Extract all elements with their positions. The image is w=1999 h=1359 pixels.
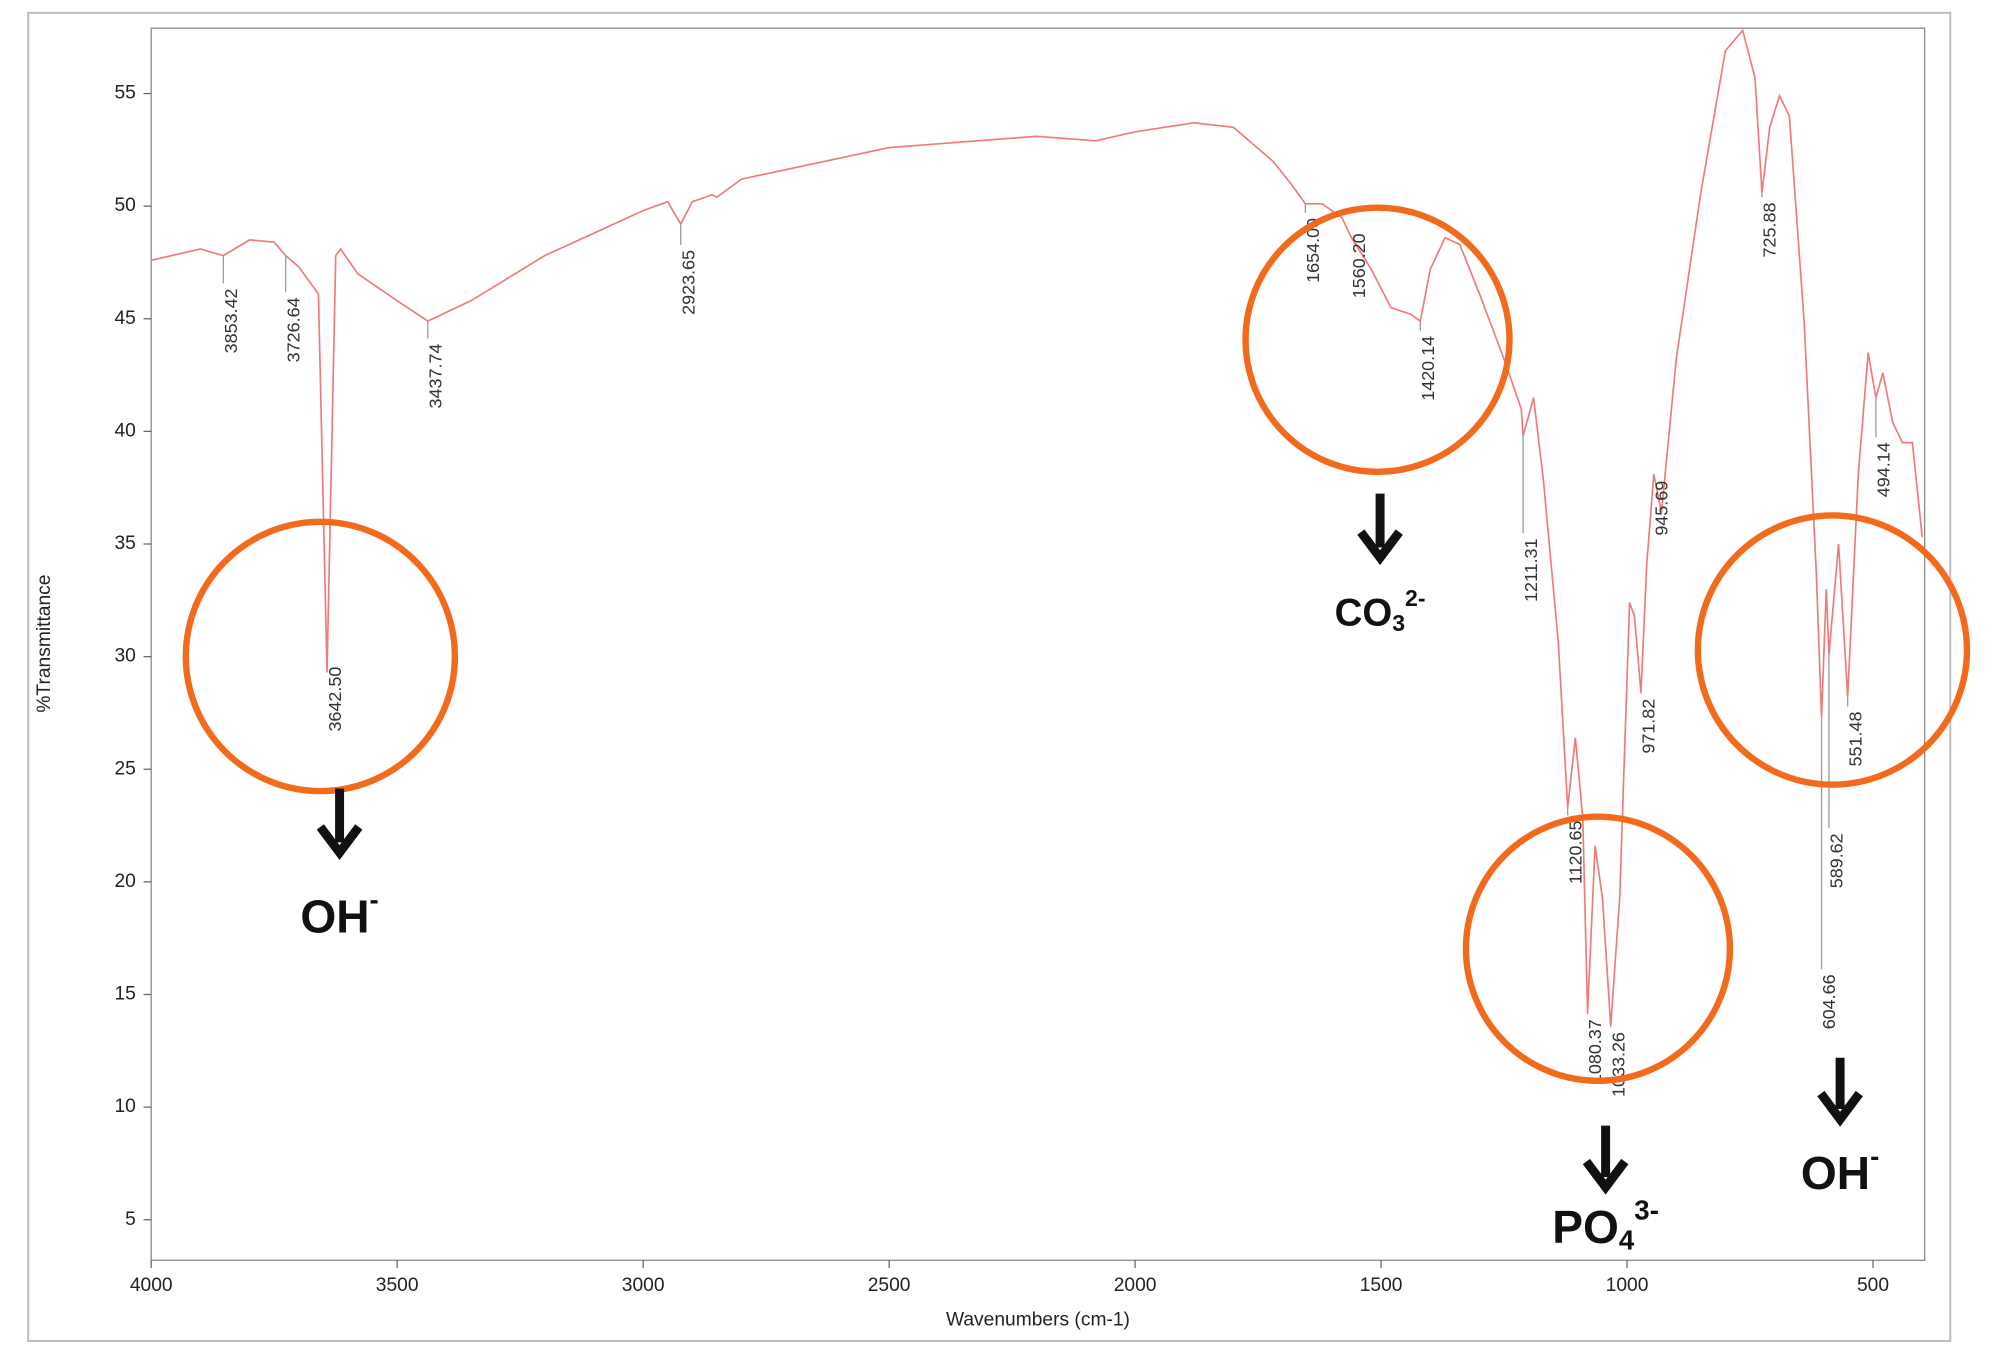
x-tick-label: 2500: [868, 1275, 911, 1296]
x-tick-label: 3000: [622, 1275, 665, 1296]
y-tick-label: 15: [114, 984, 135, 1005]
y-tick-label: 30: [114, 646, 135, 667]
ion-formula: OH: [1801, 1147, 1870, 1199]
y-tick-label: 20: [114, 871, 135, 892]
x-tick-label: 3500: [376, 1275, 419, 1296]
x-tick-label: 1000: [1606, 1275, 1649, 1296]
x-axis-label: Wavenumbers (cm-1): [946, 1310, 1130, 1331]
peak-label: 971.82: [1639, 699, 1659, 754]
ion-superscript: 2-: [1405, 585, 1426, 611]
peak-label: 3642.50: [325, 667, 345, 732]
peak-label: 2923.65: [678, 250, 698, 315]
highlight-circle: [1694, 512, 1971, 788]
arrow-head: [316, 824, 363, 861]
ion-subscript: 4: [1619, 1225, 1635, 1256]
peak-label: 3437.74: [426, 344, 446, 409]
y-tick-label: 40: [114, 420, 135, 441]
y-axis-label: %Transmittance: [34, 575, 55, 713]
frame: [27, 11, 1952, 1343]
arrow-head: [1582, 1158, 1629, 1195]
plot-area: [150, 27, 1926, 1261]
ion-superscript: 3-: [1634, 1195, 1659, 1226]
ion-label: OH-: [300, 884, 378, 942]
y-tick-label: 10: [114, 1096, 135, 1117]
peak-label: 589.62: [1827, 833, 1847, 888]
ion-subscript: 3: [1392, 610, 1405, 636]
ion-label: PO43-: [1552, 1195, 1659, 1256]
y-tick-label: 25: [114, 758, 135, 779]
peak-label: 725.88: [1760, 203, 1780, 258]
x-tick-label: 1500: [1360, 1275, 1403, 1296]
spectrum-line: [151, 28, 1924, 1027]
highlight-circle: [1242, 204, 1513, 476]
ion-label: OH-: [1801, 1141, 1879, 1199]
x-tick-label: 2000: [1114, 1275, 1157, 1296]
peak-label: 1420.14: [1418, 336, 1438, 401]
peak-label: 1654.00: [1303, 218, 1323, 283]
y-tick-label: 50: [114, 195, 135, 216]
y-tick-label: 35: [114, 533, 135, 554]
peak-label: 1211.31: [1521, 538, 1541, 602]
peak-label: 494.14: [1874, 442, 1894, 497]
ion-label: CO32-: [1335, 585, 1426, 636]
y-tick-label: 45: [114, 308, 135, 329]
peak-label: 1120.65: [1565, 821, 1585, 885]
peak-label: 1560.20: [1349, 233, 1369, 298]
peak-label: 1080.37: [1585, 1019, 1605, 1084]
peak-label: 3853.42: [221, 288, 241, 353]
peak-label: 1033.26: [1608, 1032, 1628, 1097]
peak-label: 604.66: [1819, 974, 1839, 1029]
ion-formula: PO: [1552, 1201, 1619, 1253]
highlight-circle: [182, 518, 459, 795]
ion-formula: CO: [1335, 592, 1393, 635]
peak-label: 3726.64: [283, 297, 303, 362]
highlight-circle: [1462, 813, 1734, 1084]
peak-label: 551.48: [1845, 712, 1865, 767]
peak-label: 945.69: [1651, 481, 1671, 536]
x-tick-label: 4000: [130, 1275, 173, 1296]
ion-superscript: -: [1870, 1141, 1879, 1172]
ion-superscript: -: [370, 884, 379, 915]
ion-formula: OH: [300, 891, 369, 943]
arrow-head: [1357, 529, 1403, 566]
arrow-head: [1817, 1090, 1863, 1127]
y-tick-label: 55: [114, 83, 135, 104]
y-tick-label: 5: [125, 1209, 136, 1230]
x-tick-label: 500: [1857, 1275, 1889, 1296]
